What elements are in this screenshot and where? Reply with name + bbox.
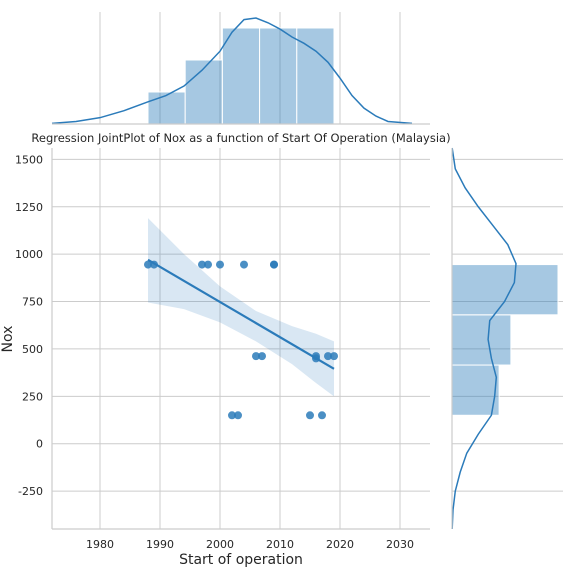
y-tick-label: 500 bbox=[22, 343, 43, 356]
scatter-point bbox=[204, 260, 212, 269]
marginal-y-bar bbox=[451, 364, 500, 416]
regression-confidence-band bbox=[148, 218, 334, 397]
x-tick-label: 2000 bbox=[206, 538, 234, 551]
x-axis-label: Start of operation bbox=[179, 552, 303, 568]
y-tick-label: 750 bbox=[22, 296, 43, 309]
y-tick-label: 1250 bbox=[15, 201, 43, 214]
scatter-point bbox=[198, 260, 206, 269]
scatter-point bbox=[318, 411, 326, 420]
y-tick-label: 0 bbox=[36, 438, 43, 451]
marginal-y-bar bbox=[451, 314, 512, 366]
scatter-point bbox=[234, 411, 242, 420]
scatter-point bbox=[240, 260, 248, 269]
x-tick-label: 1990 bbox=[146, 538, 174, 551]
marginal-x-bar bbox=[184, 59, 223, 125]
marginal-x-bar bbox=[147, 91, 186, 125]
x-tick-label: 1980 bbox=[86, 538, 114, 551]
main-scatter-axes: 1980 1990 2000 2010 2020 2030 -250 0 250 500 750 1… bbox=[0, 148, 430, 568]
scatter-point bbox=[252, 352, 260, 361]
marginal-y-kde-curve bbox=[451, 147, 517, 530]
y-tick-label: 250 bbox=[22, 390, 43, 403]
x-tick-label: 2020 bbox=[326, 538, 354, 551]
scatter-point bbox=[228, 411, 236, 420]
y-tick-label: -250 bbox=[18, 485, 43, 498]
y-tick-label: 1000 bbox=[15, 248, 43, 261]
scatter-point bbox=[258, 352, 266, 361]
x-tick-label: 2030 bbox=[386, 538, 414, 551]
scatter-point bbox=[324, 352, 332, 361]
marginal-y-axes bbox=[451, 147, 563, 530]
y-tick-label: 1500 bbox=[15, 153, 43, 166]
marginal-x-kde-curve bbox=[51, 17, 413, 125]
y-axis-label: Nox bbox=[0, 326, 16, 353]
scatter-point bbox=[306, 411, 314, 420]
x-tick-label: 2010 bbox=[266, 538, 294, 551]
scatter-point bbox=[216, 260, 224, 269]
marginal-x-axes bbox=[51, 12, 430, 125]
marginal-x-bar bbox=[221, 27, 261, 125]
scatter-point bbox=[144, 260, 152, 269]
chart-title: Regression JointPlot of Nox as a functio… bbox=[31, 131, 450, 145]
scatter-point bbox=[330, 352, 338, 361]
marginal-x-bar bbox=[259, 27, 298, 125]
scatter-point bbox=[270, 260, 278, 269]
marginal-y-bar bbox=[451, 264, 559, 316]
regression-line bbox=[147, 258, 335, 370]
